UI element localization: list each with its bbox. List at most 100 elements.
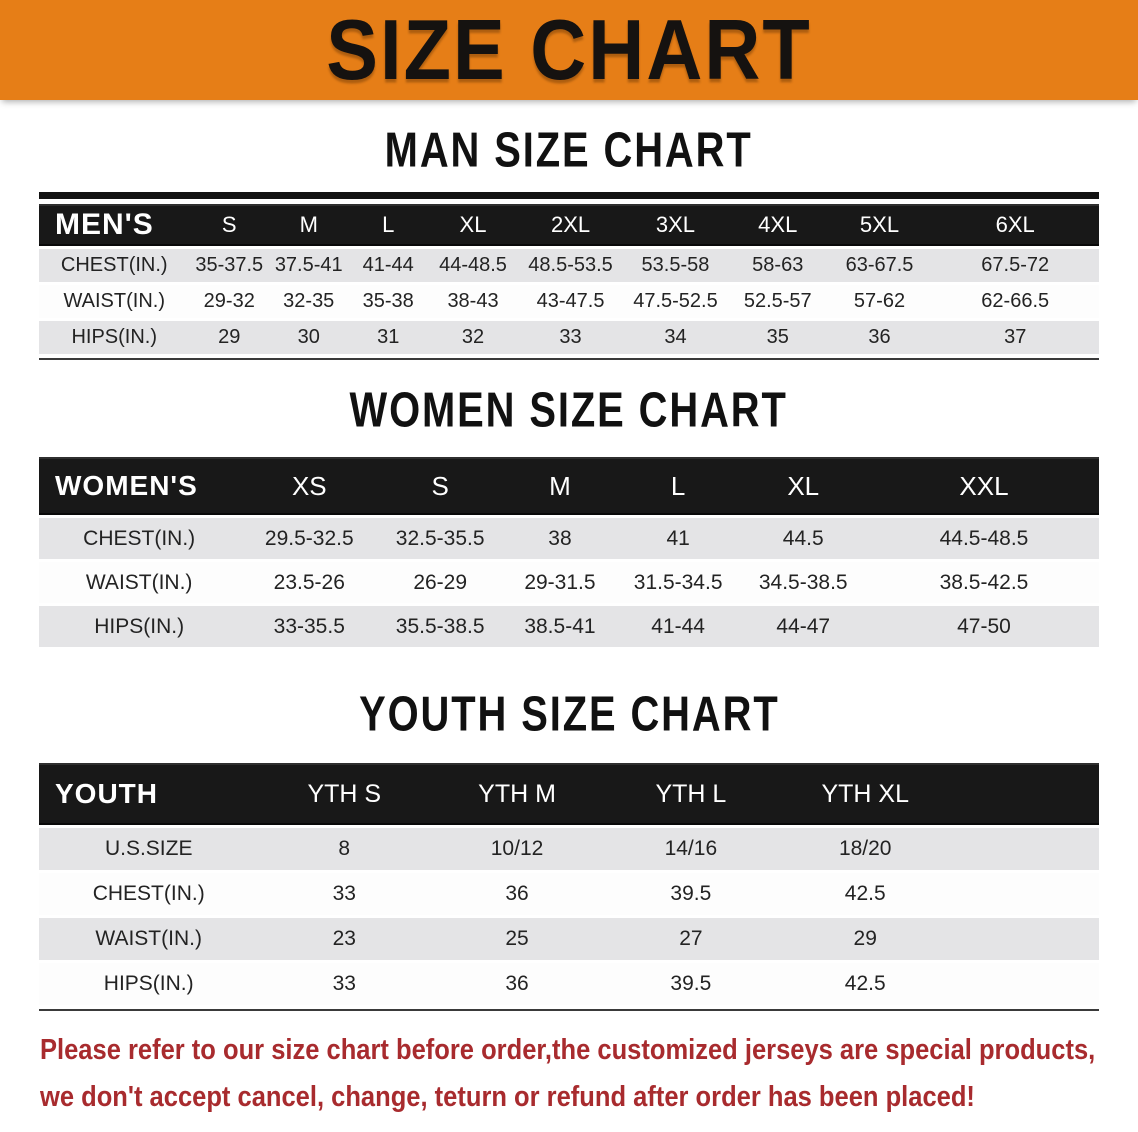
measurement-value: 35	[727, 321, 828, 354]
size-column-header: M	[269, 204, 349, 246]
measurement-value: 23.5-26	[239, 562, 380, 603]
measurement-value: 36	[430, 873, 604, 915]
size-column-header: XXL	[868, 457, 1099, 515]
measurement-row-label: WAIST(IN.)	[39, 562, 240, 603]
measurement-value: 48.5-53.5	[518, 249, 623, 282]
measurement-row-label: WAIST(IN.)	[39, 918, 259, 960]
measurement-value: 14/16	[603, 828, 778, 870]
measurement-value: 62-66.5	[931, 285, 1099, 318]
measurement-row-label: HIPS(IN.)	[39, 963, 259, 1005]
mens-size-table: MEN'S S M L XL 2XL 3XL 4XL 5XL 6XL CHEST(IN.) 35-37…	[39, 201, 1099, 357]
measurement-value: 43-47.5	[518, 285, 623, 318]
mens-table-top-rule	[39, 192, 1099, 199]
measurement-value: 35-38	[348, 285, 428, 318]
measurement-value: 30	[269, 321, 349, 354]
measurement-value: 27	[603, 918, 778, 960]
table-row: HIPS(IN.) 33 36 39.5 42.5	[39, 963, 1099, 1005]
table-header-row: YOUTH YTH S YTH M YTH L YTH XL	[39, 763, 1099, 825]
table-row: HIPS(IN.) 29 30 31 32 33 34 35 36 37	[39, 321, 1099, 354]
measurement-value: 35.5-38.5	[379, 606, 502, 647]
table-row: HIPS(IN.) 33-35.5 35.5-38.5 38.5-41 41-44 44-…	[39, 606, 1099, 647]
measurement-value: 29-31.5	[501, 562, 619, 603]
size-column-header: XS	[239, 457, 380, 515]
table-row: CHEST(IN.) 35-37.5 37.5-41 41-44 44-48.5 48.5…	[39, 249, 1099, 282]
measurement-value: 41	[618, 518, 738, 559]
size-column-header: 4XL	[727, 204, 828, 246]
youth-size-table-wrap: YOUTH YTH S YTH M YTH L YTH XL U.S.SIZE 8 10/12…	[39, 760, 1099, 1011]
measurement-value: 47.5-52.5	[623, 285, 728, 318]
empty-header-cell	[952, 763, 1099, 825]
table-row: CHEST(IN.) 29.5-32.5 32.5-35.5 38 41 44.5 44.5…	[39, 518, 1099, 559]
size-table: MEN'S S M L XL 2XL 3XL 4XL 5XL 6XL CHEST(IN.) 35-37…	[39, 201, 1099, 357]
measurement-value: 67.5-72	[931, 249, 1099, 282]
table-header-row: WOMEN'S XS S M L XL XXL	[39, 457, 1099, 515]
measurement-value: 44.5	[737, 518, 869, 559]
size-column-header: L	[348, 204, 428, 246]
disclaimer-line-2: we don't accept cancel, change, teturn o…	[40, 1081, 975, 1113]
measurement-row-label: U.S.SIZE	[39, 828, 259, 870]
size-column-header: 3XL	[623, 204, 728, 246]
women-heading-text: WOMEN SIZE CHART	[349, 381, 789, 438]
measurement-row-label: HIPS(IN.)	[39, 321, 190, 354]
measurement-value: 34	[623, 321, 728, 354]
disclaimer-text: Please refer to our size chart before or…	[0, 1029, 1138, 1123]
size-column-header: YTH L	[603, 763, 778, 825]
measurement-value: 37.5-41	[269, 249, 349, 282]
measurement-value: 41-44	[618, 606, 738, 647]
measurement-value: 33	[258, 873, 431, 915]
banner-title: SIZE CHART	[326, 2, 812, 98]
measurement-value: 38	[501, 518, 619, 559]
man-heading-text: MAN SIZE CHART	[385, 121, 753, 178]
measurement-value: 33-35.5	[239, 606, 380, 647]
measurement-value: 38.5-41	[501, 606, 619, 647]
table-row: WAIST(IN.) 23.5-26 26-29 29-31.5 31.5-34.5 34…	[39, 562, 1099, 603]
womens-size-table: WOMEN'S XS S M L XL XXL CHEST(IN.) 29.5-32.5 32.5…	[39, 454, 1099, 650]
measurement-value: 44-47	[737, 606, 869, 647]
mens-table-bottom-rule	[39, 358, 1099, 360]
measurement-value: 31.5-34.5	[618, 562, 738, 603]
empty-value-cell	[952, 918, 1099, 960]
womens-size-table-wrap: WOMEN'S XS S M L XL XXL CHEST(IN.) 29.5-32.5 32.5…	[39, 454, 1099, 650]
measurement-value: 38.5-42.5	[868, 562, 1099, 603]
measurement-value: 36	[430, 963, 604, 1005]
youth-size-table: YOUTH YTH S YTH M YTH L YTH XL U.S.SIZE 8 10/12…	[39, 760, 1099, 1008]
measurement-value: 58-63	[727, 249, 828, 282]
size-column-header: XL	[737, 457, 869, 515]
table-row: WAIST(IN.) 29-32 32-35 35-38 38-43 43-47.5 47.…	[39, 285, 1099, 318]
table-row: WAIST(IN.) 23 25 27 29	[39, 918, 1099, 960]
measurement-value: 57-62	[827, 285, 932, 318]
size-column-header: 5XL	[827, 204, 932, 246]
measurement-value: 33	[518, 321, 623, 354]
empty-value-cell	[952, 828, 1099, 870]
measurement-value: 42.5	[777, 873, 953, 915]
measurement-value: 37	[931, 321, 1099, 354]
measurement-value: 39.5	[603, 963, 778, 1005]
measurement-row-label: WAIST(IN.)	[39, 285, 190, 318]
women-section-heading: WOMEN SIZE CHART	[0, 382, 1138, 437]
measurement-value: 52.5-57	[727, 285, 828, 318]
measurement-value: 39.5	[603, 873, 778, 915]
table-row: CHEST(IN.) 33 36 39.5 42.5	[39, 873, 1099, 915]
size-column-header: L	[618, 457, 738, 515]
measurement-value: 34.5-38.5	[737, 562, 869, 603]
size-column-header: S	[379, 457, 502, 515]
size-column-header: S	[189, 204, 269, 246]
measurement-value: 29-32	[189, 285, 269, 318]
man-section-heading: MAN SIZE CHART	[0, 122, 1138, 177]
measurement-value: 32.5-35.5	[379, 518, 502, 559]
measurement-row-label: CHEST(IN.)	[39, 518, 240, 559]
measurement-value: 44.5-48.5	[868, 518, 1099, 559]
size-table: WOMEN'S XS S M L XL XXL CHEST(IN.) 29.5-32.5 32.5…	[39, 454, 1099, 650]
measurement-value: 32-35	[269, 285, 349, 318]
measurement-value: 53.5-58	[623, 249, 728, 282]
size-column-header: M	[501, 457, 619, 515]
measurement-value: 36	[827, 321, 932, 354]
measurement-value: 8	[258, 828, 431, 870]
measurement-value: 29.5-32.5	[239, 518, 380, 559]
size-chart-banner: SIZE CHART	[0, 0, 1138, 100]
measurement-value: 23	[258, 918, 431, 960]
measurement-value: 35-37.5	[189, 249, 269, 282]
measurement-value: 47-50	[868, 606, 1099, 647]
measurement-value: 32	[427, 321, 519, 354]
measurement-value: 18/20	[777, 828, 953, 870]
